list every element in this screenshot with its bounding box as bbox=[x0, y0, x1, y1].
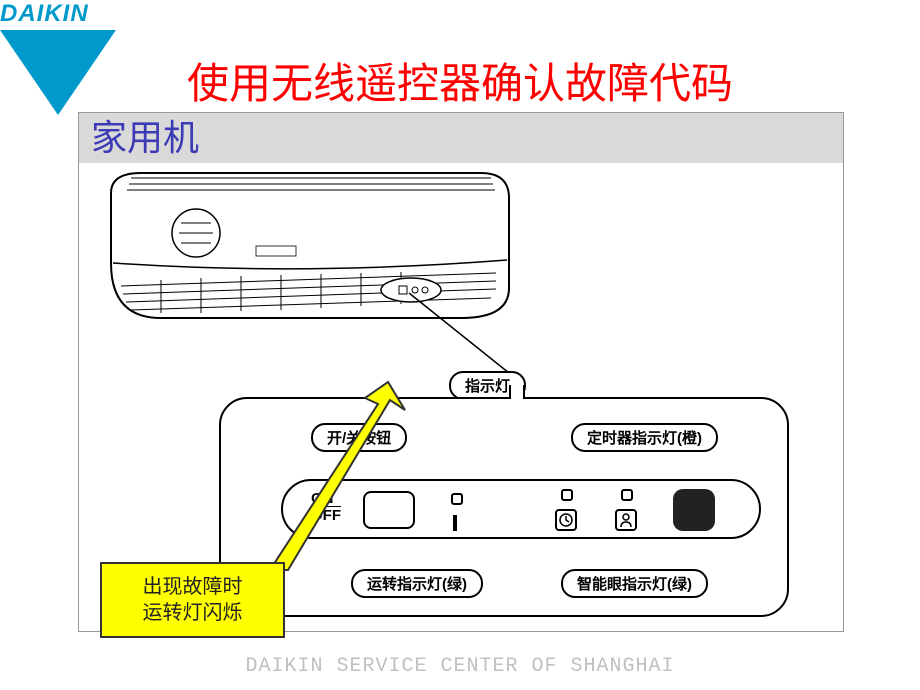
page-title: 使用无线遥控器确认故障代码 bbox=[0, 50, 920, 111]
timer-indicator-label: 定时器指示灯(橙) bbox=[571, 423, 718, 452]
diagram-container: 家用机 bbox=[78, 112, 844, 632]
daikin-logo: DAIKIN bbox=[0, 0, 115, 115]
fault-callout: 出现故障时 运转灯闪烁 bbox=[100, 562, 285, 638]
callout-arrow-icon bbox=[270, 380, 430, 580]
callout-line1: 出现故障时 bbox=[116, 574, 269, 600]
ac-unit-illustration bbox=[101, 168, 521, 338]
callout-line2: 运转灯闪烁 bbox=[116, 600, 269, 626]
timer-label-wrap: 定时器指示灯(橙) bbox=[571, 423, 718, 452]
run-led-tick bbox=[453, 515, 457, 531]
timer-led-icon bbox=[561, 489, 573, 501]
eye-label-wrap: 智能眼指示灯(绿) bbox=[561, 569, 708, 598]
logo-text: DAIKIN bbox=[0, 0, 115, 28]
ir-receiver-icon bbox=[673, 489, 715, 531]
eye-led-icon bbox=[621, 489, 633, 501]
logo-triangle-icon bbox=[0, 30, 116, 115]
subtitle-bar: 家用机 bbox=[79, 113, 843, 163]
person-icon bbox=[615, 509, 637, 531]
eye-indicator-label: 智能眼指示灯(绿) bbox=[561, 569, 708, 598]
clock-icon bbox=[555, 509, 577, 531]
panel-connector bbox=[509, 385, 525, 399]
footer-text: DAIKIN SERVICE CENTER OF SHANGHAI bbox=[0, 655, 920, 678]
run-led-icon bbox=[451, 493, 463, 505]
